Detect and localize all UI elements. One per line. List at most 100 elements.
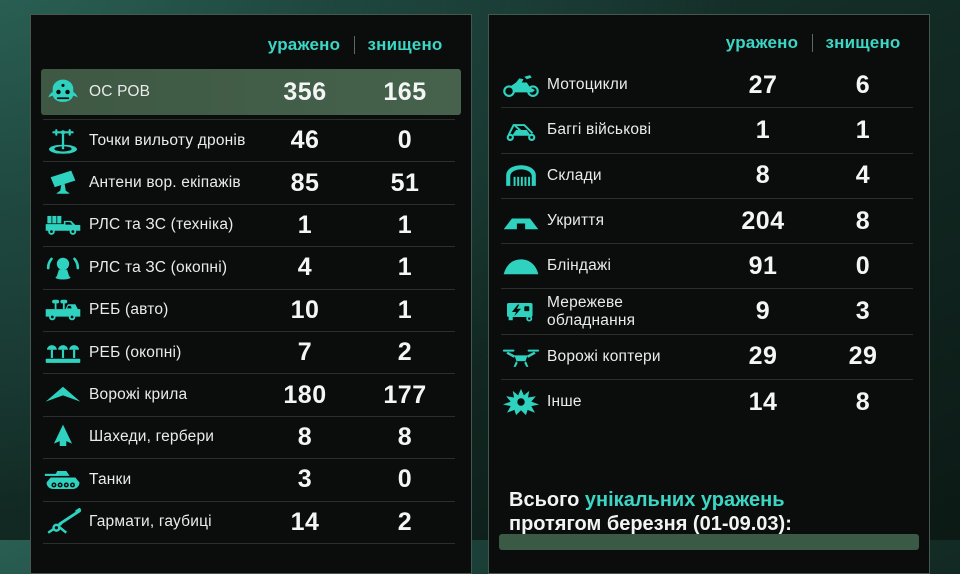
howitzer-icon <box>43 508 89 536</box>
row-label: Ворожі крила <box>89 386 188 404</box>
hit-count: 3 <box>297 465 313 494</box>
table-row: Укриття 204 8 <box>501 197 913 243</box>
shelter-icon <box>501 207 547 235</box>
row-label: Бліндажі <box>547 257 612 275</box>
motorcycle-icon <box>501 71 547 99</box>
column-header-destroyed: знищено <box>825 33 901 52</box>
destroyed-count: 8 <box>855 387 871 416</box>
radar-truck-icon <box>43 211 89 239</box>
quadcopter-icon <box>501 343 547 371</box>
destroyed-count: 1 <box>397 253 413 282</box>
hit-count: 14 <box>290 507 320 536</box>
destroyed-count: 8 <box>855 206 871 235</box>
table-row: РЛС та ЗС (окопні) 4 1 <box>43 246 455 288</box>
footer-prefix: Всього <box>509 489 585 512</box>
row-label: Мережеве обладнання <box>547 293 636 329</box>
destroyed-count: 1 <box>397 210 413 239</box>
footer-highlight: унікальних уражень <box>584 489 785 512</box>
left-table-header: уражено знищено <box>31 15 471 67</box>
destroyed-count: 29 <box>848 342 878 371</box>
warehouse-icon <box>501 162 547 190</box>
table-row: Мережеве обладнання 9 3 <box>501 288 913 333</box>
stats-footer: Всього унікальних уражень протягом берез… <box>509 488 913 536</box>
table-row: Склади 8 4 <box>501 152 913 198</box>
table-row: РЛС та ЗС (техніка) 1 1 <box>43 203 455 246</box>
row-label: ОС РОВ <box>89 83 151 100</box>
column-header-hit: уражено <box>725 33 799 52</box>
row-label: Ворожі коптери <box>547 347 661 365</box>
drone-launch-icon <box>43 127 89 155</box>
table-row: Бліндажі 91 0 <box>501 243 913 288</box>
table-row: Танки 3 0 <box>43 458 455 500</box>
hit-count: 85 <box>290 168 320 197</box>
right-stats-panel: уражено знищено Мотоцикли 27 6 Баггі вій… <box>488 14 930 574</box>
destroyed-count: 0 <box>855 251 871 280</box>
antenna-icon <box>43 169 89 197</box>
destroyed-count: 6 <box>855 70 871 99</box>
row-label: РЕБ (авто) <box>89 301 169 319</box>
hit-count: 27 <box>748 70 778 99</box>
explosion-icon <box>501 388 547 416</box>
header-column-divider <box>354 36 355 54</box>
radar-dome-icon <box>43 254 89 282</box>
hit-count: 9 <box>755 297 771 326</box>
hit-count: 14 <box>748 387 778 416</box>
table-row: Мотоцикли 27 6 <box>501 63 913 107</box>
hit-count: 29 <box>748 342 778 371</box>
table-row: РЕБ (авто) 10 1 <box>43 288 455 331</box>
row-label: Гармати, гаубиці <box>89 513 212 531</box>
buggy-icon <box>501 116 547 144</box>
table-row: ОС РОВ 356 165 <box>41 69 461 115</box>
row-label: Склади <box>547 166 602 184</box>
table-row: Ворожі коптери 29 29 <box>501 333 913 379</box>
ew-vehicle-icon <box>43 296 89 324</box>
hit-count: 1 <box>755 115 771 144</box>
destroyed-count: 2 <box>397 507 413 536</box>
right-table-rows: Мотоцикли 27 6 Баггі військові 1 1 Склад… <box>489 63 929 424</box>
table-row: Інше 14 8 <box>501 379 913 424</box>
header-column-divider <box>812 34 813 52</box>
left-table-rows: ОС РОВ 356 165 Точки вильоту дронів 46 0… <box>31 69 471 544</box>
table-row: Гармати, гаубиці 14 2 <box>43 500 455 544</box>
hit-count: 8 <box>755 161 771 190</box>
row-label: Танки <box>89 470 132 488</box>
hit-count: 1 <box>297 210 313 239</box>
column-header-hit: уражено <box>267 35 341 54</box>
table-row: Шахеди, гербери 8 8 <box>43 415 455 458</box>
hit-count: 91 <box>748 251 778 280</box>
table-row: РЕБ (окопні) 7 2 <box>43 330 455 373</box>
hit-count: 4 <box>297 253 313 282</box>
row-label: РЛС та ЗС (техніка) <box>89 216 234 234</box>
destroyed-count: 1 <box>397 295 413 324</box>
hit-count: 7 <box>297 338 313 367</box>
row-label: Точки вильоту дронів <box>89 131 246 149</box>
destroyed-count: 3 <box>855 297 871 326</box>
flying-wing-icon <box>43 381 89 409</box>
generator-icon <box>501 298 547 326</box>
table-row: Баггі військові 1 1 <box>501 107 913 152</box>
robot-skull-icon <box>43 78 89 106</box>
bunker-icon <box>501 252 547 280</box>
row-label: РЛС та ЗС (окопні) <box>89 258 228 276</box>
destroyed-count: 0 <box>397 126 413 155</box>
footer-line2: протягом березня (01-09.03): <box>509 513 792 536</box>
right-table-header: уражено знищено <box>489 15 929 63</box>
row-label: Мотоцикли <box>547 76 628 94</box>
row-label: Антени вор. екіпажів <box>89 174 241 192</box>
table-row: Ворожі крила 180 177 <box>43 373 455 415</box>
destroyed-count: 0 <box>397 465 413 494</box>
hit-count: 10 <box>290 295 320 324</box>
destroyed-count: 4 <box>855 161 871 190</box>
hit-count: 46 <box>290 126 320 155</box>
row-label: Шахеди, гербери <box>89 428 215 446</box>
hit-count: 204 <box>741 206 785 235</box>
row-label: Укриття <box>547 212 605 230</box>
destroyed-count: 1 <box>855 115 871 144</box>
table-row: Антени вор. екіпажів 85 51 <box>43 161 455 203</box>
destroyed-count: 177 <box>383 380 427 409</box>
tank-icon <box>43 466 89 494</box>
destroyed-count: 165 <box>383 77 427 106</box>
column-header-destroyed: знищено <box>367 35 443 54</box>
hit-count: 8 <box>297 422 313 451</box>
